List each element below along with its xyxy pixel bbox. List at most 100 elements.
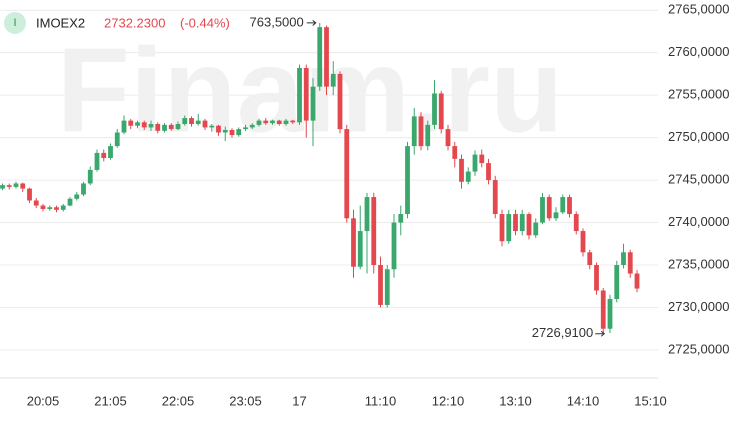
candle-body (540, 197, 545, 223)
candle-body (74, 194, 80, 199)
candle-body (405, 146, 410, 215)
candle-body (519, 214, 525, 232)
candle-body (297, 67, 302, 123)
candle-body (418, 116, 424, 147)
candle-body (627, 252, 633, 274)
candle-body (492, 180, 498, 215)
candle-body (607, 299, 613, 329)
candle-body (13, 183, 19, 187)
candle-body (371, 197, 377, 266)
candle-body (621, 252, 626, 266)
candle-body (384, 269, 390, 305)
candle-body (33, 200, 39, 206)
candle-body (135, 122, 140, 126)
candle-body (270, 120, 275, 124)
grid (0, 9, 658, 351)
candle-body (364, 197, 370, 232)
candle-body (148, 124, 154, 128)
candle-body (202, 120, 208, 128)
candle-body (40, 205, 46, 209)
candle-body (465, 171, 471, 182)
candle-body (486, 163, 491, 181)
candle-body (249, 124, 255, 128)
candle-body (553, 212, 559, 219)
candle-body (425, 124, 431, 147)
candle-body (243, 127, 248, 130)
candle-body (168, 124, 174, 130)
annotation-arrow (306, 20, 317, 26)
candle-body (513, 214, 518, 232)
candle-body (101, 152, 107, 158)
candle-body (290, 120, 296, 123)
candle-body (634, 273, 640, 289)
candle-body (236, 129, 242, 136)
candle-body (108, 146, 113, 158)
candle-body (175, 124, 181, 130)
x-tick-label: 11:10 (365, 393, 397, 408)
y-tick-label: 2730,0000 (668, 299, 729, 314)
candle-body (283, 120, 289, 125)
candle-body (216, 125, 221, 133)
candle-body (6, 185, 12, 187)
candle-body (357, 231, 363, 267)
candle-body (438, 93, 444, 130)
candle-body (337, 73, 343, 130)
candle-body (81, 183, 86, 195)
y-tick-label: 2755,0000 (668, 87, 729, 102)
annotation: 2726,9100 (532, 325, 593, 340)
candle-body (344, 129, 350, 219)
change: (-0.44%) (180, 15, 230, 30)
candle-body (209, 125, 215, 128)
candle-body (162, 124, 167, 131)
y-tick-label: 2745,0000 (668, 172, 729, 187)
candle-body (614, 265, 620, 300)
candle-body (87, 169, 93, 184)
candle-body (600, 290, 606, 329)
x-tick-label: 13:10 (499, 393, 532, 408)
candle-body (195, 120, 201, 125)
candle-body (47, 207, 53, 209)
candle-body (60, 205, 66, 210)
candle-body (67, 198, 73, 206)
ticker: IMOEX2 (36, 15, 85, 30)
candle-body (560, 197, 566, 213)
candle-body (391, 222, 397, 270)
candle-body (276, 120, 282, 125)
candle-body (580, 231, 586, 253)
candle-body (189, 118, 194, 125)
candle-body (506, 214, 512, 242)
y-tick-label: 2750,0000 (668, 129, 729, 144)
candle-body (533, 222, 539, 236)
candle-body (378, 265, 383, 305)
candle-body (256, 120, 262, 125)
candle-body (155, 124, 161, 131)
candle-body (546, 197, 552, 219)
candle-body (573, 214, 579, 232)
candle-body (182, 118, 188, 125)
x-tick-label: 12:10 (432, 393, 465, 408)
candle-body (0, 185, 5, 189)
candle-body (452, 146, 458, 159)
x-tick-label: 15:10 (634, 393, 667, 408)
candle-body (398, 214, 404, 223)
x-tick-label: 17 (292, 393, 306, 408)
x-tick-label: 20:05 (27, 393, 60, 408)
candle-body (587, 252, 593, 266)
y-tick-label: 2735,0000 (668, 256, 729, 271)
x-tick-label: 14:10 (567, 393, 600, 408)
annotation-arrow (595, 330, 606, 337)
candle-body (594, 265, 599, 291)
annotation: 763,5000 (250, 14, 304, 29)
candle-body (526, 214, 532, 236)
candle-body (432, 93, 437, 125)
candle-body (128, 120, 134, 126)
candle-body (310, 86, 316, 121)
candle-body (20, 183, 26, 189)
candle-body (459, 158, 464, 182)
last-price: 2732.2300 (104, 15, 165, 30)
candle-body (222, 129, 228, 133)
candle-body (472, 154, 478, 172)
candle-body (27, 188, 32, 201)
